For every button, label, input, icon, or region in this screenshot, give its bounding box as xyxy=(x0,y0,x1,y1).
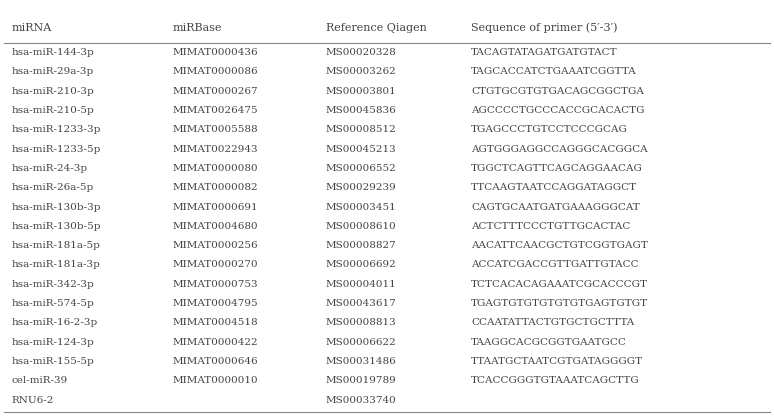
Text: MS00045836: MS00045836 xyxy=(326,106,396,115)
Text: RNU6-2: RNU6-2 xyxy=(12,396,54,404)
Text: cel-miR-39: cel-miR-39 xyxy=(12,376,68,385)
Text: hsa-miR-574-5p: hsa-miR-574-5p xyxy=(12,299,94,308)
Text: MS00008610: MS00008610 xyxy=(326,222,396,231)
Text: MIMAT0005588: MIMAT0005588 xyxy=(173,125,259,134)
Text: MIMAT0000010: MIMAT0000010 xyxy=(173,376,259,385)
Text: MS00008813: MS00008813 xyxy=(326,318,396,327)
Text: hsa-miR-181a-5p: hsa-miR-181a-5p xyxy=(12,241,101,250)
Text: MS00003801: MS00003801 xyxy=(326,87,396,96)
Text: MS00008827: MS00008827 xyxy=(326,241,396,250)
Text: hsa-miR-210-3p: hsa-miR-210-3p xyxy=(12,87,94,96)
Text: MS00006552: MS00006552 xyxy=(326,164,396,173)
Text: TTCAAGTAATCCAGGATAGGCT: TTCAAGTAATCCAGGATAGGCT xyxy=(471,183,637,192)
Text: hsa-miR-342-3p: hsa-miR-342-3p xyxy=(12,280,94,289)
Text: MS00029239: MS00029239 xyxy=(326,183,396,192)
Text: hsa-miR-26a-5p: hsa-miR-26a-5p xyxy=(12,183,94,192)
Text: MIMAT0000080: MIMAT0000080 xyxy=(173,164,259,173)
Text: Sequence of primer (5′-3′): Sequence of primer (5′-3′) xyxy=(471,22,618,33)
Text: MIMAT0000256: MIMAT0000256 xyxy=(173,241,259,250)
Text: MS00020328: MS00020328 xyxy=(326,48,396,57)
Text: ACCATCGACCGTTGATTGTACC: ACCATCGACCGTTGATTGTACC xyxy=(471,261,639,269)
Text: hsa-miR-155-5p: hsa-miR-155-5p xyxy=(12,357,94,366)
Text: MIMAT0000082: MIMAT0000082 xyxy=(173,183,259,192)
Text: hsa-miR-1233-5p: hsa-miR-1233-5p xyxy=(12,145,101,154)
Text: MIMAT0000422: MIMAT0000422 xyxy=(173,338,259,347)
Text: MS00031486: MS00031486 xyxy=(326,357,396,366)
Text: hsa-miR-130b-5p: hsa-miR-130b-5p xyxy=(12,222,101,231)
Text: MS00045213: MS00045213 xyxy=(326,145,396,154)
Text: TACAGTATAGATGATGTACT: TACAGTATAGATGATGTACT xyxy=(471,48,618,57)
Text: TAAGGCACGCGGTGAATGCC: TAAGGCACGCGGTGAATGCC xyxy=(471,338,627,347)
Text: MIMAT0000691: MIMAT0000691 xyxy=(173,202,259,212)
Text: TCTCACACAGAAATCGCACCCGT: TCTCACACAGAAATCGCACCCGT xyxy=(471,280,648,289)
Text: TAGCACCATCTGAAATCGGTTA: TAGCACCATCTGAAATCGGTTA xyxy=(471,67,637,76)
Text: MIMAT0000086: MIMAT0000086 xyxy=(173,67,259,76)
Text: CAGTGCAATGATGAAAGGGCAT: CAGTGCAATGATGAAAGGGCAT xyxy=(471,202,640,212)
Text: hsa-miR-130b-3p: hsa-miR-130b-3p xyxy=(12,202,101,212)
Text: hsa-miR-124-3p: hsa-miR-124-3p xyxy=(12,338,94,347)
Text: MIMAT0000436: MIMAT0000436 xyxy=(173,48,259,57)
Text: hsa-miR-144-3p: hsa-miR-144-3p xyxy=(12,48,94,57)
Text: MIMAT0000646: MIMAT0000646 xyxy=(173,357,259,366)
Text: MIMAT0004518: MIMAT0004518 xyxy=(173,318,259,327)
Text: TCACCGGGTGTAAATCAGCTTG: TCACCGGGTGTAAATCAGCTTG xyxy=(471,376,640,385)
Text: TGAGTGTGTGTGTGTGAGTGTGT: TGAGTGTGTGTGTGTGAGTGTGT xyxy=(471,299,649,308)
Text: miRNA: miRNA xyxy=(12,23,52,33)
Text: MS00003451: MS00003451 xyxy=(326,202,396,212)
Text: miRBase: miRBase xyxy=(173,23,222,33)
Text: TGAGCCCTGTCCTCCCGCAG: TGAGCCCTGTCCTCCCGCAG xyxy=(471,125,628,134)
Text: hsa-miR-24-3p: hsa-miR-24-3p xyxy=(12,164,88,173)
Text: MIMAT0000267: MIMAT0000267 xyxy=(173,87,259,96)
Text: hsa-miR-181a-3p: hsa-miR-181a-3p xyxy=(12,261,101,269)
Text: MIMAT0000270: MIMAT0000270 xyxy=(173,261,259,269)
Text: hsa-miR-210-5p: hsa-miR-210-5p xyxy=(12,106,94,115)
Text: ACTCTTTCCCTGTTGCACTAC: ACTCTTTCCCTGTTGCACTAC xyxy=(471,222,631,231)
Text: MIMAT0004680: MIMAT0004680 xyxy=(173,222,259,231)
Text: CCAATATTACTGTGCTGCTTTA: CCAATATTACTGTGCTGCTTTA xyxy=(471,318,635,327)
Text: MS00033740: MS00033740 xyxy=(326,396,396,404)
Text: MS00003262: MS00003262 xyxy=(326,67,396,76)
Text: AGTGGGAGGCCAGGGCACGGCA: AGTGGGAGGCCAGGGCACGGCA xyxy=(471,145,648,154)
Text: MIMAT0004795: MIMAT0004795 xyxy=(173,299,259,308)
Text: MIMAT0022943: MIMAT0022943 xyxy=(173,145,259,154)
Text: MS00043617: MS00043617 xyxy=(326,299,396,308)
Text: TTAATGCTAATCGTGATAGGGGT: TTAATGCTAATCGTGATAGGGGT xyxy=(471,357,643,366)
Text: hsa-miR-16-2-3p: hsa-miR-16-2-3p xyxy=(12,318,98,327)
Text: AACATTCAACGCTGTCGGTGAGT: AACATTCAACGCTGTCGGTGAGT xyxy=(471,241,648,250)
Text: Reference Qiagen: Reference Qiagen xyxy=(326,23,426,33)
Text: MS00019789: MS00019789 xyxy=(326,376,396,385)
Text: CTGTGCGTGTGACAGCGGCTGA: CTGTGCGTGTGACAGCGGCTGA xyxy=(471,87,644,96)
Text: hsa-miR-29a-3p: hsa-miR-29a-3p xyxy=(12,67,94,76)
Text: AGCCCCTGCCCACCGCACACTG: AGCCCCTGCCCACCGCACACTG xyxy=(471,106,645,115)
Text: MIMAT0000753: MIMAT0000753 xyxy=(173,280,259,289)
Text: MS00008512: MS00008512 xyxy=(326,125,396,134)
Text: MS00004011: MS00004011 xyxy=(326,280,396,289)
Text: MS00006692: MS00006692 xyxy=(326,261,396,269)
Text: MS00006622: MS00006622 xyxy=(326,338,396,347)
Text: MIMAT0026475: MIMAT0026475 xyxy=(173,106,259,115)
Text: TGGCTCAGTTCAGCAGGAACAG: TGGCTCAGTTCAGCAGGAACAG xyxy=(471,164,643,173)
Text: hsa-miR-1233-3p: hsa-miR-1233-3p xyxy=(12,125,101,134)
